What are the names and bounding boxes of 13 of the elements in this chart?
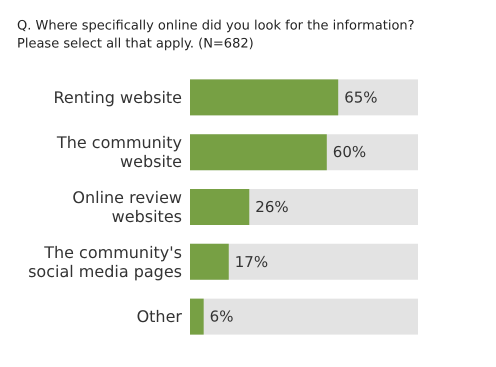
y-tick-label: Online review websites	[72, 188, 182, 226]
y-tick-label: The community's social media pages	[28, 242, 182, 281]
bar	[190, 244, 229, 280]
data-label: 6%	[210, 308, 234, 326]
y-tick-label: Renting website	[54, 88, 182, 107]
data-label: 17%	[234, 252, 268, 271]
y-tick-label: The community website	[56, 133, 182, 172]
bar	[190, 298, 204, 335]
y-tick-label: Other	[136, 307, 182, 326]
data-label: 26%	[255, 198, 289, 216]
chart-title: Q. Where specifically online did you look for the information? Please select all that apply. (N=682)	[17, 18, 415, 52]
data-label: 65%	[344, 88, 378, 106]
data-label: 60%	[332, 143, 366, 162]
